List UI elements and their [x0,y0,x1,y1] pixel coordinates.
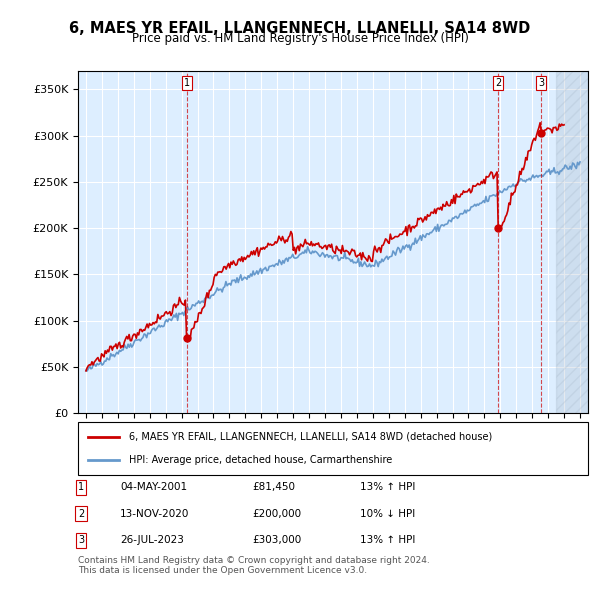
Text: 3: 3 [538,78,544,88]
Text: 13% ↑ HPI: 13% ↑ HPI [360,483,415,492]
Text: 04-MAY-2001: 04-MAY-2001 [120,483,187,492]
Text: 1: 1 [184,78,190,88]
Text: Contains HM Land Registry data © Crown copyright and database right 2024.
This d: Contains HM Land Registry data © Crown c… [78,556,430,575]
Text: 26-JUL-2023: 26-JUL-2023 [120,536,184,545]
Text: 2: 2 [78,509,84,519]
Text: 13% ↑ HPI: 13% ↑ HPI [360,536,415,545]
Text: Price paid vs. HM Land Registry's House Price Index (HPI): Price paid vs. HM Land Registry's House … [131,32,469,45]
Bar [556,71,588,413]
Text: HPI: Average price, detached house, Carmarthenshire: HPI: Average price, detached house, Carm… [129,455,392,465]
Text: 13-NOV-2020: 13-NOV-2020 [120,509,190,519]
Text: £81,450: £81,450 [252,483,295,492]
Text: 6, MAES YR EFAIL, LLANGENNECH, LLANELLI, SA14 8WD (detached house): 6, MAES YR EFAIL, LLANGENNECH, LLANELLI,… [129,432,492,442]
Text: 6, MAES YR EFAIL, LLANGENNECH, LLANELLI, SA14 8WD: 6, MAES YR EFAIL, LLANGENNECH, LLANELLI,… [70,21,530,35]
FancyBboxPatch shape [78,422,588,475]
Text: £303,000: £303,000 [252,536,301,545]
Text: 1: 1 [78,483,84,492]
Text: 3: 3 [78,536,84,545]
Text: 10% ↓ HPI: 10% ↓ HPI [360,509,415,519]
Text: 2: 2 [495,78,502,88]
Text: £200,000: £200,000 [252,509,301,519]
